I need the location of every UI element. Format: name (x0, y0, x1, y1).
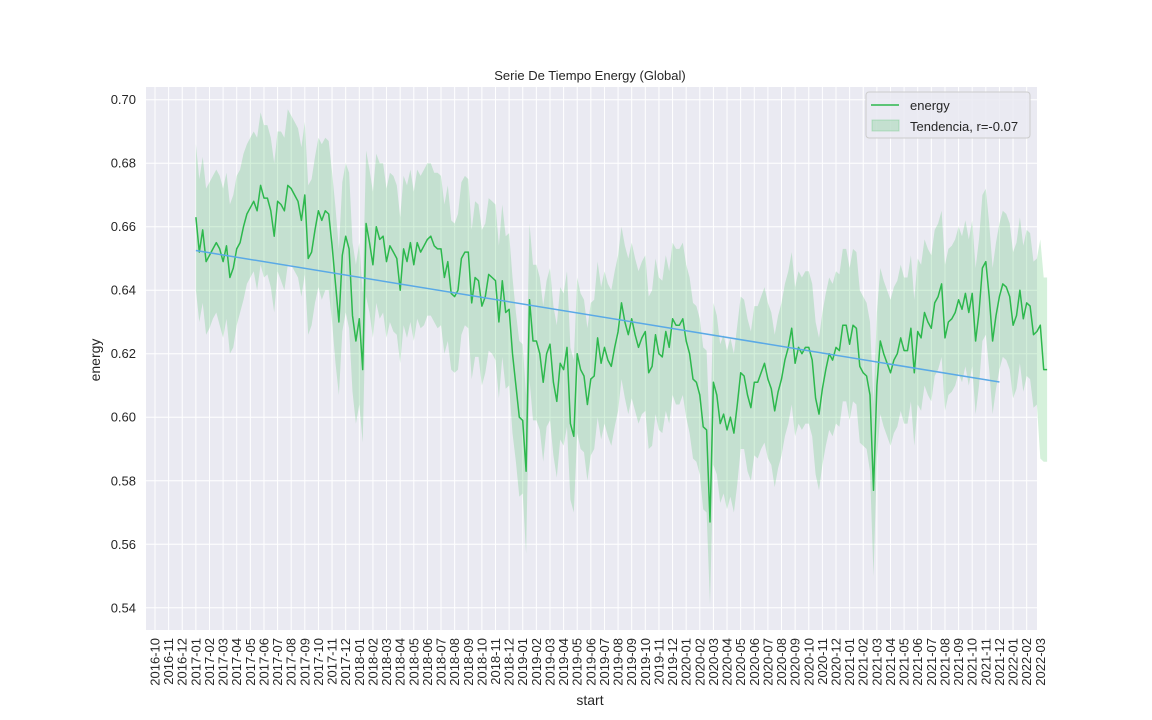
x-tick-label: 2019-07 (597, 638, 612, 686)
x-gridlines (154, 87, 1041, 630)
y-axis-label: energy (87, 339, 103, 382)
y-tick-label: 0.60 (111, 410, 136, 425)
x-tick-label: 2021-01 (842, 638, 857, 686)
x-tick-label: 2020-02 (692, 638, 707, 686)
x-tick-label: 2018-08 (447, 638, 462, 686)
x-tick-label: 2018-03 (379, 638, 394, 686)
x-tick-label: 2020-05 (733, 638, 748, 686)
x-tick-label: 2018-10 (474, 638, 489, 686)
plot-background (146, 87, 1037, 630)
x-tick-label: 2019-11 (651, 638, 666, 685)
y-tick-label: 0.70 (111, 92, 136, 107)
x-tick-labels: 2016-102016-112016-122017-012017-022017-… (148, 638, 1048, 686)
x-tick-label: 2019-06 (583, 638, 598, 686)
y-tick-label: 0.68 (111, 156, 136, 171)
y-tick-label: 0.66 (111, 219, 136, 234)
legend-trend-swatch (871, 119, 900, 132)
y-tick-labels: 0.54 0.56 0.58 0.60 0.62 0.64 0.66 0.68 0.70 (111, 92, 136, 615)
legend-trend-label: Tendencia, r=-0.07 (910, 119, 1018, 134)
x-tick-label: 2018-05 (406, 638, 421, 686)
x-tick-label: 2018-02 (365, 638, 380, 686)
x-tick-label: 2021-12 (992, 638, 1007, 686)
x-tick-label: 2019-12 (665, 638, 680, 686)
x-tick-label: 2020-10 (801, 638, 816, 686)
x-tick-label: 2019-10 (638, 638, 653, 686)
legend-energy-label: energy (910, 98, 950, 113)
y-tick-label: 0.62 (111, 346, 136, 361)
x-tick-label: 2021-02 (856, 638, 871, 686)
y-tick-label: 0.58 (111, 473, 136, 488)
energy-series-line (195, 184, 1048, 523)
x-tick-label: 2021-03 (869, 638, 884, 686)
x-tick-label: 2020-03 (706, 638, 721, 686)
y-tick-label: 0.54 (111, 600, 136, 615)
x-tick-label: 2019-03 (542, 638, 557, 686)
y-tick-label: 0.64 (111, 283, 136, 298)
legend: energy Tendencia, r=-0.07 (865, 91, 1031, 139)
x-tick-label: 2016-10 (148, 638, 163, 686)
x-axis-label: start (576, 692, 603, 708)
x-tick-label: 2018-11 (488, 638, 503, 685)
x-tick-label: 2022-02 (1019, 638, 1034, 686)
x-tick-label: 2018-01 (352, 638, 367, 686)
x-tick-label: 2017-10 (311, 638, 326, 686)
x-tick-label: 2018-12 (502, 638, 517, 686)
x-tick-label: 2021-09 (951, 638, 966, 686)
x-tick-label: 2020-04 (720, 638, 735, 686)
x-tick-label: 2017-05 (243, 638, 258, 686)
x-tick-label: 2020-07 (760, 638, 775, 686)
x-tick-label: 2017-03 (216, 638, 231, 686)
x-tick-label: 2021-11 (978, 638, 993, 685)
x-tick-label: 2022-03 (1033, 638, 1048, 686)
x-tick-label: 2019-02 (529, 638, 544, 686)
trend-line (195, 249, 1000, 383)
x-tick-label: 2021-06 (910, 638, 925, 686)
y-tick-label: 0.56 (111, 537, 136, 552)
x-tick-label: 2019-05 (570, 638, 585, 686)
y-gridlines (146, 99, 1037, 609)
x-tick-label: 2019-01 (515, 638, 530, 686)
x-tick-label: 2020-01 (679, 638, 694, 686)
x-tick-label: 2017-01 (188, 638, 203, 686)
x-tick-label: 2019-04 (556, 638, 571, 686)
x-tick-label: 2020-11 (815, 638, 830, 685)
legend-frame (865, 91, 1031, 139)
x-tick-label: 2020-09 (788, 638, 803, 686)
x-tick-label: 2018-09 (461, 638, 476, 686)
x-tick-label: 2021-10 (965, 638, 980, 686)
x-tick-label: 2020-06 (747, 638, 762, 686)
x-tick-label: 2016-12 (175, 638, 190, 686)
x-tick-label: 2017-11 (325, 638, 340, 685)
x-tick-label: 2018-07 (434, 638, 449, 686)
x-tick-label: 2021-08 (937, 638, 952, 686)
x-tick-label: 2017-12 (338, 638, 353, 686)
x-tick-label: 2016-11 (161, 638, 176, 685)
x-tick-label: 2020-12 (829, 638, 844, 686)
x-tick-label: 2022-01 (1006, 638, 1021, 686)
x-tick-label: 2017-02 (202, 638, 217, 686)
x-tick-label: 2017-09 (297, 638, 312, 686)
confidence-band (195, 109, 1048, 605)
x-tick-label: 2021-04 (883, 638, 898, 686)
x-tick-label: 2020-08 (774, 638, 789, 686)
x-tick-label: 2018-04 (393, 638, 408, 686)
x-tick-label: 2018-06 (420, 638, 435, 686)
x-tick-label: 2017-08 (284, 638, 299, 686)
x-tick-label: 2021-07 (924, 638, 939, 686)
x-tick-label: 2017-07 (270, 638, 285, 686)
x-tick-label: 2021-05 (897, 638, 912, 686)
x-tick-label: 2017-04 (229, 638, 244, 686)
x-tick-label: 2019-08 (611, 638, 626, 686)
x-tick-label: 2017-06 (256, 638, 271, 686)
x-tick-label: 2019-09 (624, 638, 639, 686)
chart-title: Serie De Tiempo Energy (Global) (494, 68, 685, 83)
